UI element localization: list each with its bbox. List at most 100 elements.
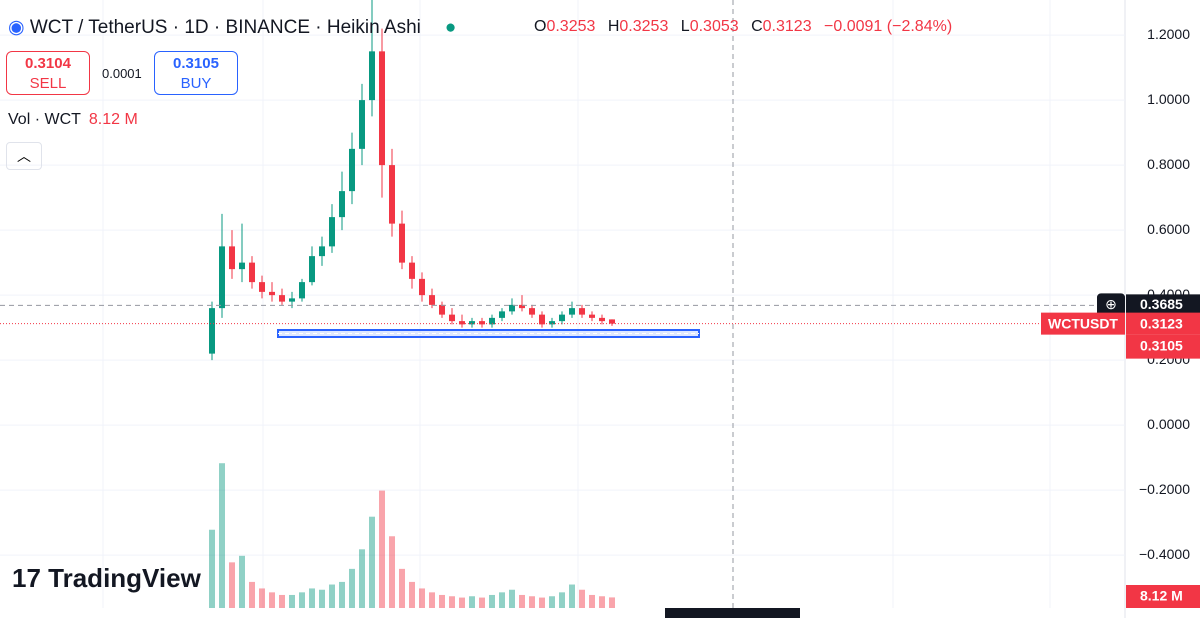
volume-bar	[249, 581, 255, 608]
change: −0.0091 (−2.84%)	[824, 18, 953, 35]
plus-button	[1097, 293, 1125, 318]
crosshair-badge	[1126, 294, 1200, 317]
o-label: O	[534, 18, 547, 35]
volume-bar	[339, 581, 345, 608]
candle-body	[389, 165, 395, 224]
buy-price: 0.3105	[173, 55, 219, 72]
buy-button[interactable]: 0.3105 BUY	[154, 51, 238, 95]
last-price: 0.3123	[1140, 315, 1183, 331]
c-label: C	[751, 18, 763, 35]
volume-bar	[429, 592, 435, 608]
candle-body	[329, 217, 335, 247]
c-value: 0.3123	[762, 18, 812, 35]
candle-body	[509, 304, 515, 312]
sell-label: SELL	[29, 75, 67, 92]
volume-bar	[479, 597, 485, 608]
volume-bar	[349, 568, 355, 608]
candle-body	[609, 319, 615, 324]
candle-body	[589, 314, 595, 318]
volume-bar	[569, 584, 575, 608]
logo: 17 TradingView	[12, 563, 201, 594]
buy-label: BUY	[180, 75, 212, 92]
volume-bar	[559, 592, 565, 608]
candle-body	[259, 282, 265, 292]
volume-bar	[299, 592, 305, 608]
candle-body	[289, 298, 295, 302]
volume-bar	[519, 594, 525, 608]
candle-body	[419, 278, 425, 296]
volume-bar	[609, 597, 615, 608]
volume-bar	[459, 597, 465, 608]
volume-bar	[579, 589, 585, 608]
plus-icon: ⊕	[1105, 296, 1117, 312]
candle-body	[599, 317, 605, 322]
candle-body	[319, 246, 325, 257]
candle-body	[219, 246, 225, 309]
candle-body	[449, 314, 455, 322]
y-tick-label: −0.2000	[1139, 481, 1190, 497]
volume-bar	[379, 490, 385, 608]
status-dot: ●	[444, 17, 457, 38]
y-tick-label: 0.6000	[1147, 221, 1190, 237]
y-tick-label: 0.0000	[1147, 416, 1190, 432]
sell-price: 0.3104	[25, 55, 71, 72]
candle-body	[539, 314, 545, 325]
y-tick-label: 0.8000	[1147, 156, 1190, 172]
y-tick-label: 1.2000	[1147, 26, 1190, 42]
volume-bar	[229, 562, 235, 608]
volume-bar	[469, 596, 475, 608]
volume-bar	[489, 594, 495, 608]
volume-price: 8.12 M	[1140, 588, 1183, 604]
l-label: L	[680, 18, 690, 35]
volume-bar	[359, 549, 365, 608]
volume-bar	[549, 596, 555, 608]
logo-text: TradingView	[48, 563, 201, 593]
volume-bar	[259, 588, 265, 608]
h-value: 0.3253	[619, 18, 669, 35]
candle-body	[369, 51, 375, 101]
candle-body	[529, 308, 535, 315]
candle-body	[359, 100, 365, 149]
volume-bar	[239, 555, 245, 608]
volume-bar	[389, 536, 395, 608]
collapse-button[interactable]: ︿	[6, 142, 42, 170]
volume-bar	[529, 596, 535, 608]
candle-body	[379, 51, 385, 166]
y-tick-label: −0.4000	[1139, 546, 1190, 562]
symbol-badge	[1041, 312, 1125, 335]
candle-body	[559, 314, 565, 322]
volume-bar	[319, 589, 325, 608]
sell-button[interactable]: 0.3104 SELL	[6, 51, 90, 95]
volume-badge	[1126, 585, 1200, 608]
volume-bar	[599, 596, 605, 608]
candle-body	[579, 308, 585, 315]
candle-body	[469, 321, 475, 325]
candle-body	[519, 304, 525, 309]
candle-body	[279, 295, 285, 302]
volume-bar	[449, 596, 455, 608]
candle-body	[299, 282, 305, 299]
crosshair-price: 0.3685	[1140, 296, 1183, 312]
candle-body	[249, 262, 255, 283]
candle-body	[309, 256, 315, 283]
volume-bar	[269, 592, 275, 608]
volume-bar	[589, 594, 595, 608]
volume-value: 8.12 M	[88, 111, 138, 128]
symbol-icon: ◉	[8, 17, 30, 38]
l-value: 0.3053	[689, 18, 739, 35]
volume-bar	[209, 529, 215, 608]
volume-bar	[329, 584, 335, 608]
ask-badge	[1126, 334, 1200, 359]
o-value: 0.3253	[546, 18, 596, 35]
volume-label: Vol · WCT	[8, 111, 81, 128]
volume-bar	[539, 597, 545, 608]
bottom-bar	[665, 608, 800, 618]
volume-bar	[279, 594, 285, 608]
candle-body	[399, 223, 405, 263]
spread: 0.0001	[102, 66, 142, 81]
volume-bar	[499, 592, 505, 608]
candle-body	[549, 321, 555, 325]
candle-body	[439, 304, 445, 315]
